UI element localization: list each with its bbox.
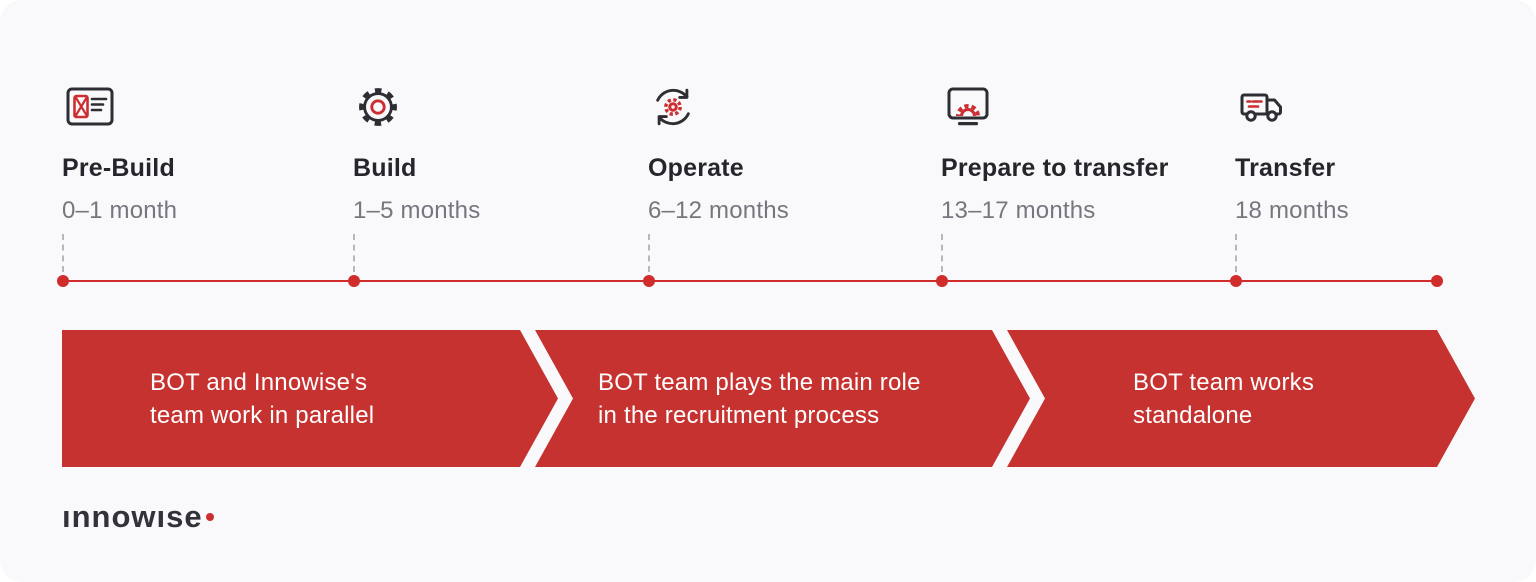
banner-segment-text-line: BOT team plays the main role: [598, 368, 921, 396]
phase-title: Build: [353, 154, 417, 182]
timeline-line: [62, 280, 1437, 282]
sync-arrows-gear-icon: [650, 84, 940, 132]
banner-segment-main-role: BOT team plays the main role in the recr…: [535, 330, 1030, 467]
phase-title: Transfer: [1235, 154, 1336, 182]
phase-duration: 1–5 months: [353, 197, 481, 224]
delivery-truck-icon: [1237, 84, 1527, 132]
timeline-dot: [936, 275, 948, 287]
banner-segment-text-line: BOT team works: [1133, 368, 1315, 396]
timeline-connector-dash: [1235, 234, 1237, 272]
monitor-gear-icon: [943, 84, 1233, 132]
chevron-banner: BOT and Innowise's team work in parallel…: [62, 330, 1475, 467]
timeline-connector-dash: [648, 234, 650, 272]
banner-segment-parallel: BOT and Innowise's team work in parallel: [62, 330, 558, 467]
timeline-connector-dash: [62, 234, 64, 272]
phase-column-transfer: Transfer 18 months: [1235, 84, 1527, 272]
phase-duration: 0–1 month: [62, 197, 178, 224]
timeline-connector-dash: [941, 234, 943, 272]
phase-title: Prepare to transfer: [941, 154, 1169, 182]
phase-duration: 6–12 months: [648, 197, 789, 224]
banner-segment-text-line: BOT and Innowise's: [150, 368, 368, 396]
timeline-dot: [57, 275, 69, 287]
crossed-id-card-icon: [64, 84, 354, 132]
phase-title: Pre-Build: [62, 154, 175, 182]
phase-column-pre-build: Pre-Build 0–1 month: [62, 84, 354, 272]
phase-column-prepare-to-transfer: Prepare to transfer 13–17 months: [941, 84, 1233, 272]
timeline-dot: [1431, 275, 1443, 287]
phase-duration: 13–17 months: [941, 197, 1096, 224]
banner-segment-standalone: BOT team works standalone: [1007, 330, 1475, 467]
banner-segment-text-line: team work in parallel: [150, 401, 375, 429]
phase-column-operate: Operate 6–12 months: [648, 84, 940, 272]
banner-segment-text-line: in the recruitment process: [598, 401, 880, 429]
phase-column-build: Build 1–5 months: [353, 84, 645, 272]
innowise-logo-text: ınnowıse: [62, 499, 203, 534]
banner-segment-text-line: standalone: [1133, 401, 1253, 429]
innowise-logo-red-dot-icon: [205, 513, 214, 521]
phase-duration: 18 months: [1235, 197, 1349, 224]
phase-title: Operate: [648, 154, 744, 182]
timeline-connector-dash: [353, 234, 355, 272]
timeline-dot: [643, 275, 655, 287]
innowise-logo: ınnowıse: [62, 500, 214, 534]
gear-icon: [355, 84, 645, 132]
timeline-dot: [348, 275, 360, 287]
timeline-dot: [1230, 275, 1242, 287]
